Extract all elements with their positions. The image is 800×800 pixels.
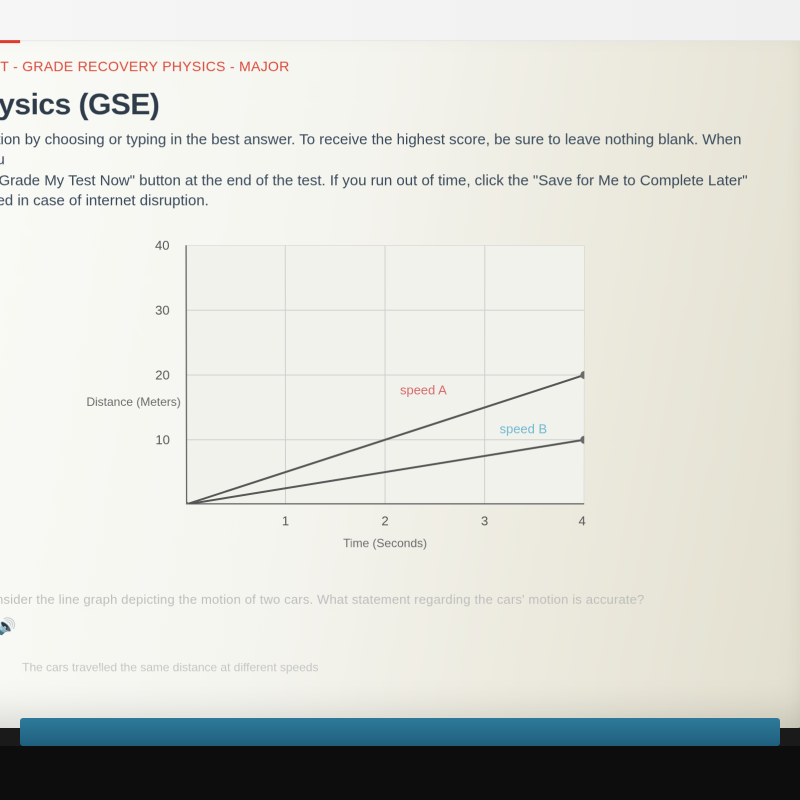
- content-area: ENT - GRADE RECOVERY PHYSICS - MAJOR hys…: [0, 0, 800, 674]
- plot-area: speed A speed B: [185, 245, 584, 504]
- svg-text:speed A: speed A: [400, 382, 447, 397]
- page-title: hysics (GSE): [0, 88, 790, 122]
- distance-time-chart: Distance (Meters) Time (Seconds) speed A…: [175, 245, 594, 544]
- instructions-line: aved in case of internet disruption.: [0, 192, 209, 209]
- screen: ENT - GRADE RECOVERY PHYSICS - MAJOR hys…: [0, 0, 800, 800]
- x-tick: 3: [481, 513, 488, 528]
- x-tick: 1: [282, 513, 289, 528]
- y-tick: 30: [146, 303, 170, 318]
- instructions-line: estion by choosing or typing in the best…: [0, 131, 741, 168]
- instructions: estion by choosing or typing in the best…: [0, 130, 750, 211]
- y-tick: 20: [146, 368, 170, 383]
- y-tick: 10: [146, 432, 170, 447]
- x-tick: 2: [381, 513, 388, 528]
- breadcrumb: ENT - GRADE RECOVERY PHYSICS - MAJOR: [0, 58, 790, 74]
- answer-option-a[interactable]: The cars travelled the same distance at …: [22, 660, 788, 674]
- instructions-line: e "Grade My Test Now" button at the end …: [0, 172, 748, 189]
- y-axis-label: Distance (Meters): [61, 395, 181, 409]
- svg-text:speed B: speed B: [500, 421, 547, 436]
- bottom-toolbar[interactable]: [20, 718, 780, 746]
- speaker-icon[interactable]: 🔊: [0, 617, 16, 637]
- y-tick: 40: [146, 238, 170, 253]
- test-page: ENT - GRADE RECOVERY PHYSICS - MAJOR hys…: [0, 0, 800, 728]
- question-text: nsider the line graph depicting the moti…: [0, 592, 788, 607]
- chart-svg: speed A speed B: [185, 245, 584, 504]
- x-axis-label: Time (Seconds): [176, 536, 594, 550]
- monitor-bezel: [0, 746, 800, 800]
- x-tick: 4: [579, 513, 586, 528]
